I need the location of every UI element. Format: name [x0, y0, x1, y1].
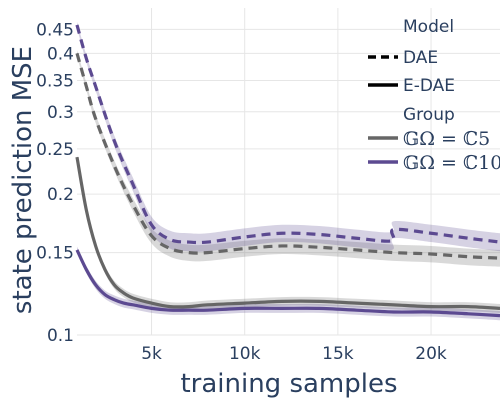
- y-axis-title: state prediction MSE: [8, 46, 38, 314]
- y-tick-label: 0.2: [47, 185, 74, 205]
- y-tick-label: 0.1: [47, 326, 74, 346]
- y-tick-label: 0.35: [36, 71, 74, 91]
- legend: Model DAE E-DAE Group 𝔾Ω = ℂ5 𝔾Ω = ℂ10: [368, 17, 500, 174]
- y-tick-label: 0.45: [36, 20, 74, 40]
- line-dae-c5: [75, 52, 500, 260]
- band-dae-c10: [77, 21, 500, 252]
- legend-edae-label: E-DAE: [403, 76, 455, 96]
- grid: [77, 8, 500, 336]
- legend-dae-label: DAE: [403, 48, 438, 68]
- legend-c5-label: 𝔾Ω = ℂ5: [403, 128, 490, 150]
- line-dae-c10: [75, 24, 500, 245]
- x-axis-title: training samples: [180, 369, 397, 399]
- line-e-dae-c5: [75, 156, 500, 310]
- x-tick-label: 20k: [415, 344, 447, 364]
- legend-group-title: Group: [403, 105, 455, 125]
- line-e-dae-c10: [75, 249, 500, 318]
- y-tick-label: 0.3: [47, 103, 74, 123]
- x-tick-labels: 5k 10k 15k 20k: [141, 344, 447, 364]
- y-tick-label: 0.4: [47, 44, 74, 64]
- series-lines: [75, 24, 500, 318]
- y-tick-label: 0.25: [36, 140, 74, 160]
- x-tick-label: 10k: [229, 344, 261, 364]
- legend-model-title: Model: [403, 17, 454, 37]
- x-tick-label: 15k: [322, 344, 354, 364]
- legend-c10-label: 𝔾Ω = ℂ10: [403, 152, 500, 174]
- y-tick-labels: 0.1 0.15 0.2 0.25 0.3 0.35 0.4 0.45: [36, 20, 74, 346]
- x-tick-label: 5k: [141, 344, 162, 364]
- y-tick-label: 0.15: [36, 244, 74, 264]
